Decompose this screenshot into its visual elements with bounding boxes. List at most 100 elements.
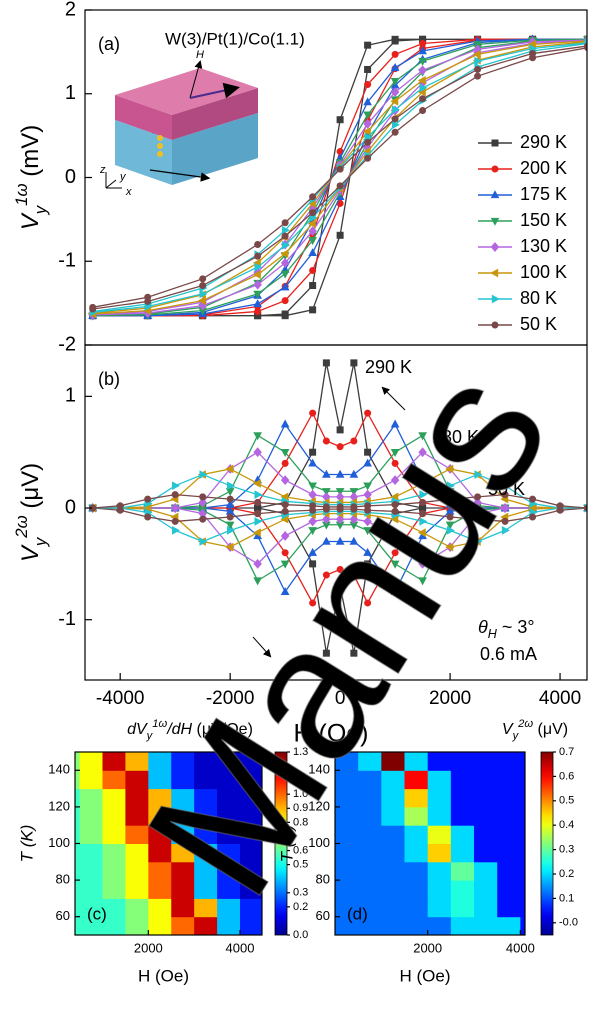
marker <box>350 649 358 657</box>
marker <box>419 498 427 506</box>
legend-marker <box>491 165 499 173</box>
y-tick-label: 2 <box>65 0 76 20</box>
heatmap-cell <box>148 788 172 808</box>
heatmap-cell <box>102 752 126 771</box>
marker <box>254 262 263 272</box>
heatmap-cell <box>335 861 359 881</box>
marker <box>390 63 400 71</box>
colorbar-title-part: V <box>502 721 514 738</box>
y-tick-label: -2 <box>58 333 76 355</box>
marker <box>281 459 289 467</box>
marker <box>584 504 587 512</box>
legend-marker <box>491 321 499 329</box>
marker <box>199 537 208 546</box>
marker <box>336 182 344 190</box>
marker <box>309 409 317 417</box>
heatmap-cell <box>381 788 406 808</box>
marker <box>254 241 262 249</box>
heatmap-cell <box>520 788 525 808</box>
colorbar-tick-label: 0.7 <box>559 746 574 758</box>
series-line <box>92 451 587 565</box>
x-tick-label: 4000 <box>506 940 535 955</box>
heatmap-cell <box>497 898 521 918</box>
series-line <box>92 473 587 543</box>
marker <box>417 76 426 85</box>
heatmap-cell <box>335 843 359 863</box>
colorbar-tick-label: -0.0 <box>559 917 578 929</box>
marker <box>171 491 179 499</box>
annotation: 0.6 mA <box>480 644 537 664</box>
marker <box>253 279 262 290</box>
annotation-part: θ <box>478 617 488 637</box>
y-tick-label: 60 <box>316 908 330 923</box>
colorbar-title-part: (μV) <box>533 721 568 738</box>
marker <box>501 526 510 535</box>
heatmap-cell <box>335 770 359 790</box>
heatmap-cell <box>125 788 149 808</box>
marker <box>556 502 564 510</box>
heatmap-cell <box>497 880 521 899</box>
marker <box>363 111 372 120</box>
marker <box>199 515 207 523</box>
heatmap-cell <box>148 916 172 935</box>
marker <box>390 560 400 569</box>
marker <box>336 565 344 573</box>
x-tick-label: 2000 <box>429 688 471 709</box>
marker <box>280 560 290 569</box>
heatmap-cell <box>335 788 359 808</box>
marker <box>322 437 330 445</box>
heatmap-cell <box>381 752 406 771</box>
marker <box>419 39 427 47</box>
marker <box>418 65 427 76</box>
marker <box>254 510 262 518</box>
heatmap-cell <box>171 825 195 844</box>
legend-marker <box>490 242 500 252</box>
y-tick-label: 1 <box>65 385 76 407</box>
heatmap-cell <box>381 898 406 918</box>
y-axis-label-part: y <box>31 204 50 215</box>
marker <box>363 482 372 491</box>
heatmap-cell <box>358 861 382 881</box>
marker <box>335 469 345 478</box>
marker <box>281 219 289 227</box>
heatmap-cell <box>171 916 195 935</box>
heatmap-cell <box>171 898 195 918</box>
heatmap-cell <box>171 843 195 863</box>
heatmap-cell <box>497 861 521 881</box>
marker <box>144 495 152 503</box>
heatmap-cell <box>404 788 429 808</box>
colorbar-title: dVy1ω/dH (μV/Oe) <box>127 718 253 742</box>
marker <box>364 65 372 73</box>
heatmap-cell <box>102 898 126 918</box>
y-tick-label: -1 <box>58 608 76 630</box>
colorbar-tick-label: 0.0 <box>293 929 308 941</box>
marker <box>584 42 587 50</box>
marker <box>280 282 290 291</box>
marker <box>322 514 331 525</box>
x-tick-label: -4000 <box>96 688 145 709</box>
heatmap-cell <box>358 916 382 935</box>
heatmap-cell <box>450 861 475 881</box>
marker <box>226 526 235 535</box>
heatmap-cell <box>520 843 525 863</box>
marker <box>281 310 289 318</box>
marker <box>335 488 345 497</box>
marker <box>253 558 262 569</box>
inset-label: z <box>99 164 106 176</box>
y-tick-label: 140 <box>48 762 70 777</box>
marker <box>501 491 509 499</box>
heatmap-cell <box>404 898 429 918</box>
marker <box>418 57 427 66</box>
heatmap-cell <box>171 788 195 808</box>
marker <box>350 437 358 445</box>
heatmap-cell <box>358 770 382 790</box>
marker <box>364 154 372 162</box>
y-axis-label: T (K) <box>277 825 296 863</box>
marker <box>226 481 235 491</box>
marker <box>309 282 317 290</box>
heatmap-cell <box>335 898 359 918</box>
annotation: 290 K <box>365 357 412 377</box>
heatmap-cell <box>217 898 241 918</box>
legend-marker <box>491 139 499 147</box>
heatmap-cell <box>497 825 521 844</box>
